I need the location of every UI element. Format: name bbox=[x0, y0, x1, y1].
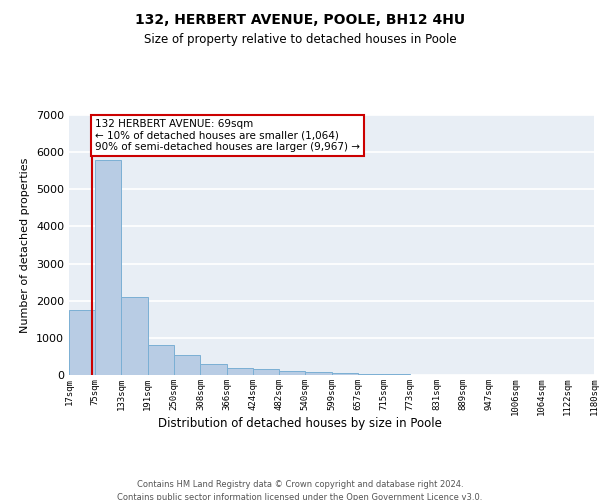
Bar bbox=[253, 370, 279, 375]
Bar bbox=[69, 310, 95, 375]
Y-axis label: Number of detached properties: Number of detached properties bbox=[20, 158, 31, 332]
Text: Size of property relative to detached houses in Poole: Size of property relative to detached ho… bbox=[143, 32, 457, 46]
Bar bbox=[174, 354, 200, 375]
Text: 132 HERBERT AVENUE: 69sqm
← 10% of detached houses are smaller (1,064)
90% of se: 132 HERBERT AVENUE: 69sqm ← 10% of detac… bbox=[95, 118, 360, 152]
Text: Distribution of detached houses by size in Poole: Distribution of detached houses by size … bbox=[158, 418, 442, 430]
Text: 132, HERBERT AVENUE, POOLE, BH12 4HU: 132, HERBERT AVENUE, POOLE, BH12 4HU bbox=[135, 12, 465, 26]
Bar bbox=[279, 372, 305, 375]
Bar bbox=[121, 297, 148, 375]
Bar bbox=[358, 374, 384, 375]
Bar bbox=[332, 373, 358, 375]
Text: Contains HM Land Registry data © Crown copyright and database right 2024.
Contai: Contains HM Land Registry data © Crown c… bbox=[118, 480, 482, 500]
Bar bbox=[95, 160, 121, 375]
Bar bbox=[384, 374, 410, 375]
Bar bbox=[305, 372, 332, 375]
Bar bbox=[200, 364, 227, 375]
Bar bbox=[148, 346, 174, 375]
Bar bbox=[227, 368, 253, 375]
